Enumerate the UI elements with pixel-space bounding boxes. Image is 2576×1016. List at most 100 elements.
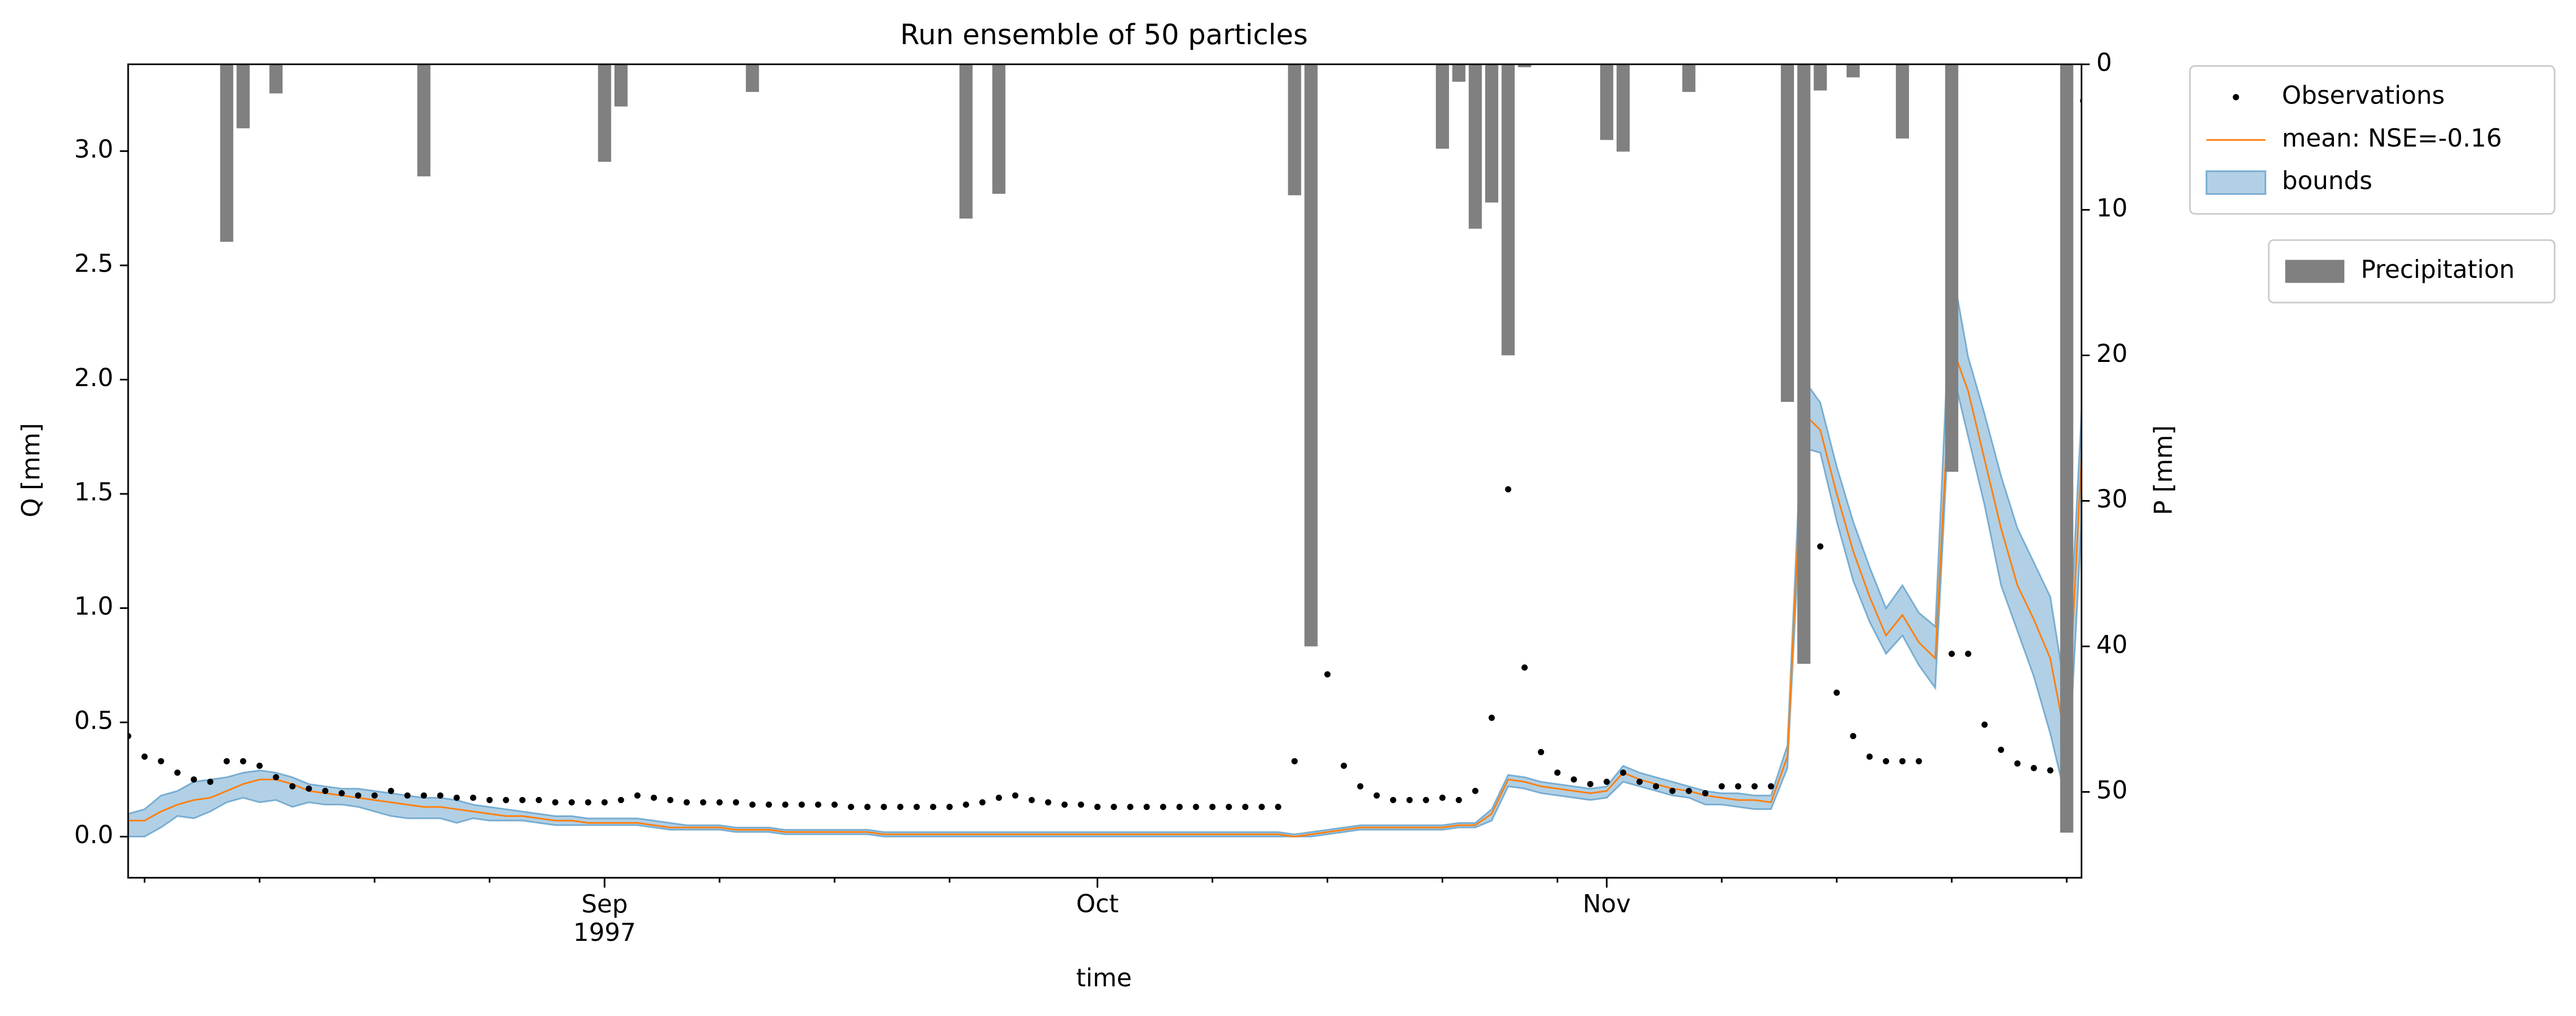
precipitation-bar [269, 64, 283, 94]
observation-point [1965, 650, 1972, 657]
observation-point [1685, 787, 1692, 794]
observation-point [1653, 783, 1660, 790]
observation-point [1472, 787, 1479, 794]
observation-point [1258, 804, 1265, 810]
observation-point [273, 774, 279, 781]
observation-point [355, 792, 361, 799]
x-tick-label: Nov [1583, 890, 1631, 919]
observation-point [2014, 760, 2021, 767]
observation-point [207, 779, 214, 785]
x-tick-label: Sep 1997 [573, 890, 635, 947]
observation-point [601, 799, 608, 806]
observation-point [1455, 797, 1462, 803]
observation-point [930, 804, 936, 810]
precipitation-bar [1797, 64, 1811, 664]
observation-point [1094, 804, 1101, 810]
y-tick-label: 2.5 [74, 250, 113, 278]
observation-point [1291, 758, 1298, 764]
precipitation-bar [1945, 64, 1958, 472]
precipitation-bar [1468, 64, 1482, 229]
observation-point [1390, 797, 1396, 803]
y2-tick-label: 10 [2097, 194, 2128, 223]
observation-point [1209, 804, 1216, 810]
observation-point [1899, 758, 1906, 764]
observation-point [1193, 804, 1200, 810]
observation-point [453, 794, 460, 801]
precipitation-bar [1600, 64, 1613, 140]
observation-point [1718, 783, 1725, 790]
observation-point [1357, 783, 1364, 790]
bounds-band [128, 265, 2082, 838]
observation-point [289, 783, 296, 790]
observation-point [963, 801, 969, 808]
precipitation-bar [746, 64, 759, 92]
observation-point [831, 801, 838, 808]
observation-point [437, 792, 444, 799]
observation-point [1603, 779, 1610, 785]
observation-point [798, 801, 805, 808]
observation-point [536, 797, 542, 803]
y2-tick-label: 0 [2097, 48, 2112, 77]
observation-point [995, 794, 1002, 801]
precipitation-bar [1813, 64, 1827, 91]
legend-label: Precipitation [2361, 255, 2515, 284]
observation-point [1587, 781, 1594, 787]
observation-point [716, 799, 723, 806]
observation-point [749, 801, 756, 808]
plot-frame [127, 63, 2082, 879]
observation-point [585, 799, 591, 806]
observation-point [486, 797, 493, 803]
legend-label: Observations [2282, 81, 2445, 110]
legend-box [2189, 65, 2556, 215]
observation-point [421, 792, 427, 799]
observation-point [519, 797, 526, 803]
observation-point [1570, 776, 1577, 783]
legend-marker [2205, 170, 2267, 195]
legend-label: mean: NSE=-0.16 [2282, 124, 2502, 153]
precipitation-bar [417, 64, 431, 177]
observation-point [979, 799, 986, 806]
y2-tick-label: 50 [2097, 776, 2128, 805]
observation-point [388, 787, 394, 794]
observation-point [1160, 804, 1166, 810]
observation-point [1998, 747, 2005, 753]
observation-point [1324, 671, 1331, 678]
precipitation-bar [1501, 64, 1515, 356]
y2-axis-label: P [mm] [2149, 425, 2178, 515]
precipitation-bar [1682, 64, 1696, 92]
observation-point [1554, 769, 1561, 776]
observation-point [782, 801, 789, 808]
observation-point [1406, 797, 1413, 803]
legend-label: bounds [2282, 167, 2372, 195]
legend-box [2268, 239, 2556, 304]
chart-title: Run ensemble of 50 particles [900, 18, 1308, 51]
precipitation-bar [1616, 64, 1630, 152]
observation-point [322, 787, 329, 794]
y-tick-label: 0.5 [74, 707, 113, 735]
precipitation-bar [1485, 64, 1498, 203]
observation-point [1883, 758, 1890, 764]
observation-point [1669, 787, 1676, 794]
observation-point [1110, 804, 1117, 810]
precipitation-bar [1452, 64, 1466, 82]
observation-point [913, 804, 920, 810]
observation-point [1620, 769, 1626, 776]
observation-point [404, 792, 411, 799]
mean-line [128, 345, 2082, 838]
observation-point [1817, 543, 1823, 550]
y-tick-label: 2.0 [74, 364, 113, 392]
observation-point [864, 804, 871, 810]
y-tick-label: 3.0 [74, 135, 113, 164]
observation-point [1866, 753, 1873, 760]
observation-point [1275, 804, 1281, 810]
observation-point [1439, 794, 1446, 801]
observation-point [2030, 765, 2037, 772]
observation-point [371, 792, 378, 799]
observation-point [1538, 749, 1545, 755]
precipitation-bar [220, 64, 234, 242]
observation-point [1850, 733, 1857, 740]
observation-point [667, 797, 674, 803]
observation-point [848, 804, 854, 810]
